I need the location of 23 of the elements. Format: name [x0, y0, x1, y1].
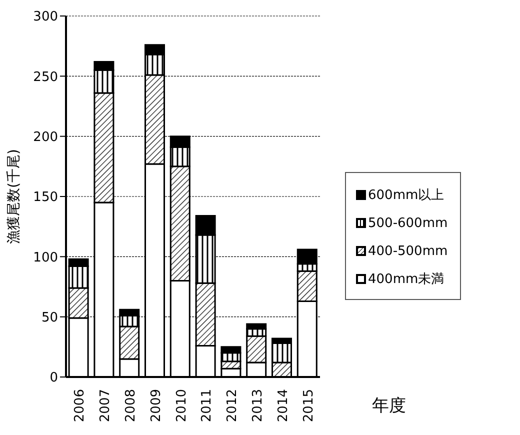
text: 400-500mm	[368, 244, 448, 258]
x-tick-label: 2007	[98, 389, 114, 422]
y-tick-label: 200	[33, 130, 58, 145]
y-tick-label: 0	[50, 370, 58, 386]
y-axis-title: 漁獲尾数(千尾)	[6, 149, 22, 244]
text: 500-600mm	[368, 216, 448, 230]
y-tick-label: 50	[41, 310, 58, 326]
x-tick-label: 2006	[72, 389, 88, 422]
x-tick-label: 2012	[225, 389, 240, 422]
legend-label: 400mm未満	[368, 271, 444, 288]
x-tick-label: 2015	[301, 389, 316, 422]
y-tick-label: 250	[33, 70, 58, 85]
x-tick-label: 2014	[276, 389, 291, 422]
y-tick-label: 100	[33, 250, 58, 266]
legend-label: 600mm以上	[368, 187, 444, 204]
x-tick-label: 2013	[250, 389, 266, 422]
x-axis-title: 年度	[372, 395, 406, 417]
x-tick-label: 2009	[148, 389, 164, 422]
x-tick-label: 2011	[200, 389, 215, 422]
y-tick-label: 300	[33, 10, 58, 25]
x-tick-label: 2008	[124, 389, 138, 422]
y-tick-label: 150	[33, 190, 58, 206]
x-tick-label: 2010	[174, 389, 190, 422]
